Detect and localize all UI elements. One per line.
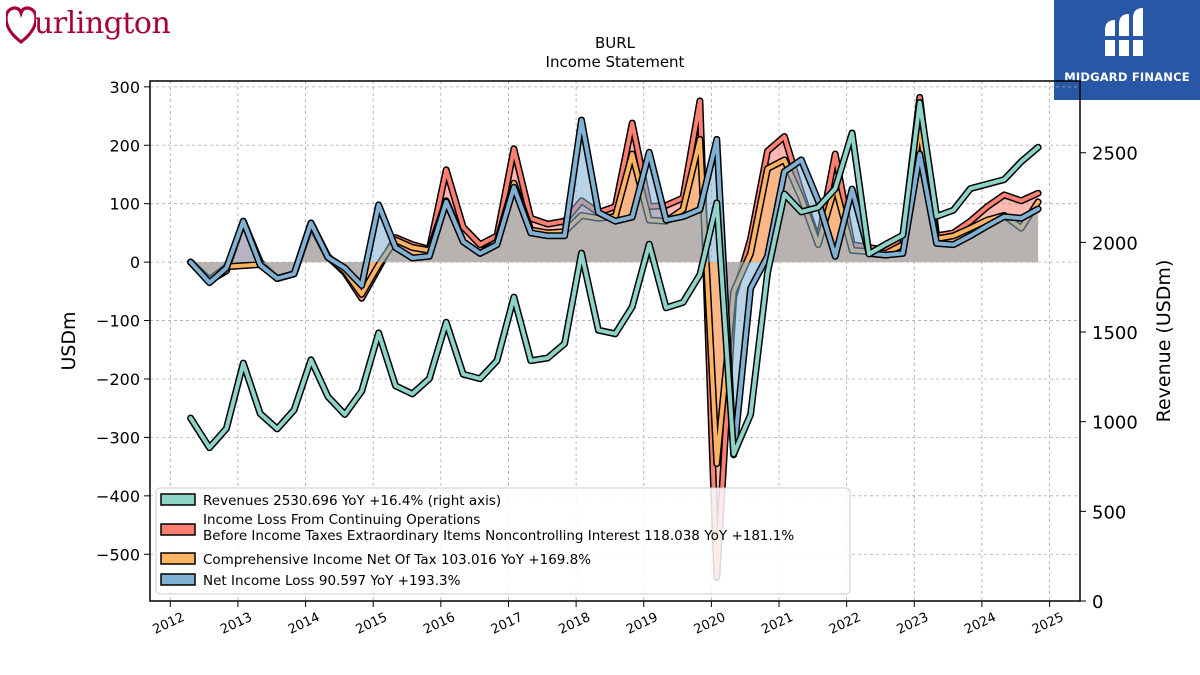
y-axis-right-label: Revenue (USDm) [1153, 260, 1175, 423]
chart-subtitle: Income Statement [546, 53, 685, 71]
x-tick-label: 2018 [556, 610, 592, 638]
x-tick-label: 2022 [827, 610, 863, 638]
series-layer [187, 93, 1042, 582]
burlington-logo: urlington [6, 4, 176, 48]
x-tick-label: 2014 [286, 610, 322, 638]
y-right-tick-label: 500 [1092, 502, 1126, 523]
y-tick-label: −500 [96, 545, 140, 564]
legend-label: Net Income Loss 90.597 YoY +193.3% [203, 573, 461, 589]
legend-swatch [160, 523, 196, 536]
legend: Revenues 2530.696 YoY +16.4% (right axis… [155, 487, 851, 595]
y-tick-label: −100 [96, 312, 140, 331]
chart-title: BURL [595, 34, 636, 52]
series-revenues [187, 99, 1042, 458]
midgard-emblem-icon [1103, 8, 1147, 56]
legend-swatch [160, 552, 196, 565]
legend-swatch [160, 493, 196, 506]
y-right-tick-label: 1500 [1092, 323, 1138, 344]
y-tick-label: −400 [96, 487, 140, 506]
midgard-finance-logo: MIDGARD FINANCE [1054, 0, 1200, 100]
plot-frame [149, 80, 1081, 602]
series-net-income-loss [187, 116, 1042, 459]
x-tick-label: 2013 [218, 610, 254, 638]
legend-swatch [160, 573, 196, 586]
y-tick-label: −300 [96, 428, 140, 447]
x-tick-label: 2012 [151, 610, 187, 638]
x-tick-label: 2016 [421, 610, 457, 638]
y-tick-label: 200 [109, 136, 140, 155]
legend-box [155, 487, 851, 595]
legend-label: Revenues 2530.696 YoY +16.4% (right axis… [203, 493, 501, 509]
x-tick-label: 2015 [354, 610, 390, 638]
x-tick-label: 2017 [489, 610, 525, 638]
midgard-wordmark: MIDGARD FINANCE [1064, 70, 1190, 84]
legend-label: Income Loss From Continuing Operations Be… [203, 512, 794, 544]
y-tick-label: 0 [130, 253, 140, 272]
legend-label: Comprehensive Income Net Of Tax 103.016 … [203, 552, 591, 568]
y-tick-label: 100 [109, 195, 140, 214]
brand-wordmark: urlington [34, 6, 171, 41]
y-right-tick-label: 2500 [1092, 144, 1138, 165]
series-line [188, 100, 1041, 456]
y-right-tick-label: 0 [1092, 592, 1103, 613]
y-tick-label: 300 [109, 78, 140, 97]
heart-logo-icon [6, 6, 36, 45]
x-tick-label: 2024 [962, 610, 998, 638]
x-tick-label: 2019 [624, 610, 660, 638]
y-axis-label: USDm [58, 311, 80, 370]
x-tick-label: 2021 [759, 610, 795, 638]
y-right-tick-label: 1000 [1092, 413, 1138, 434]
y-tick-label: −200 [96, 370, 140, 389]
x-tick-label: 2020 [692, 610, 728, 638]
x-tick-label: 2025 [1030, 610, 1066, 638]
x-tick-label: 2023 [895, 610, 931, 638]
y-right-tick-label: 2000 [1092, 233, 1138, 254]
